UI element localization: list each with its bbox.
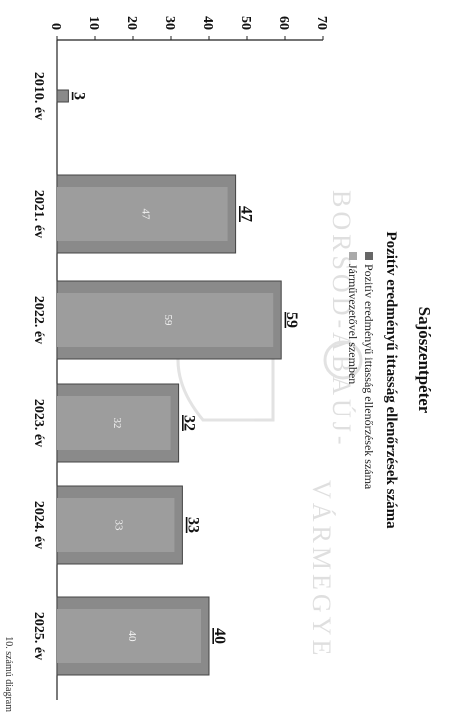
watermark-bottom-text: VÁRMEGYE bbox=[307, 480, 336, 659]
chart-caption: 10. számú diagram bbox=[3, 636, 14, 712]
legend-swatch-1 bbox=[365, 252, 373, 260]
chart-title: Sajószentpéter bbox=[415, 307, 434, 414]
bar-value-label: 33 bbox=[184, 517, 201, 533]
y-tick-label: 70 bbox=[314, 16, 329, 30]
bar-inner-label: 59 bbox=[162, 315, 174, 327]
chart-subtitle: Pozitív eredményű ittasság ellenőrzések … bbox=[383, 231, 399, 529]
bar-inner bbox=[57, 396, 171, 450]
bar-value-label: 40 bbox=[211, 628, 228, 644]
bar-value-label: 32 bbox=[181, 415, 198, 431]
bar-inner-label: 40 bbox=[126, 631, 138, 643]
bar bbox=[56, 89, 69, 103]
x-tick-label: 2023. év bbox=[31, 399, 46, 447]
bar-inner-label: 47 bbox=[139, 209, 151, 221]
bar-inner-label: 33 bbox=[113, 520, 125, 532]
x-tick-label: 2025. év bbox=[31, 612, 46, 660]
x-tick-label: 2022. év bbox=[31, 296, 46, 344]
bar-inner bbox=[57, 187, 228, 241]
y-tick-label: 40 bbox=[200, 16, 215, 30]
bars: 3 47 47 59 59 32 32 33 33 40 40 bbox=[56, 89, 300, 676]
y-tick-label: 0 bbox=[48, 23, 63, 30]
legend-label-1: Pozitív eredményű ittasság ellenőrzések … bbox=[362, 264, 376, 490]
y-tick-label: 10 bbox=[86, 16, 101, 30]
y-axis: 0 10 20 30 40 50 60 70 bbox=[48, 16, 329, 700]
x-tick-label: 2010. év bbox=[31, 72, 46, 120]
bar-inner bbox=[57, 609, 201, 663]
x-tick-label: 2024. év bbox=[31, 501, 46, 549]
watermark-top-text: BORSOD-ABAÚJ- bbox=[327, 190, 356, 449]
bar-inner bbox=[56, 498, 175, 552]
y-tick-label: 60 bbox=[276, 16, 291, 30]
y-tick-label: 30 bbox=[162, 16, 177, 30]
legend-label-2: Járművezetővel szemben bbox=[346, 264, 360, 384]
legend-swatch-2 bbox=[349, 252, 357, 260]
bar-value-label: 59 bbox=[283, 312, 300, 328]
x-tick-label: 2021. év bbox=[31, 190, 46, 238]
bar-value-label: 3 bbox=[70, 92, 87, 100]
x-axis: 2010. év 2021. év 2022. év 2023. év 2024. év… bbox=[31, 72, 46, 660]
y-tick-label: 20 bbox=[124, 16, 139, 30]
bar-value-label: 47 bbox=[238, 206, 255, 222]
bar-inner-label: 32 bbox=[111, 418, 123, 429]
legend: Pozitív eredményű ittasság ellenőrzések … bbox=[346, 252, 376, 490]
y-tick-label: 50 bbox=[238, 16, 253, 30]
watermark: BORSOD-ABAÚJ- VÁRMEGYE bbox=[176, 190, 363, 659]
bar-inner bbox=[57, 293, 274, 347]
